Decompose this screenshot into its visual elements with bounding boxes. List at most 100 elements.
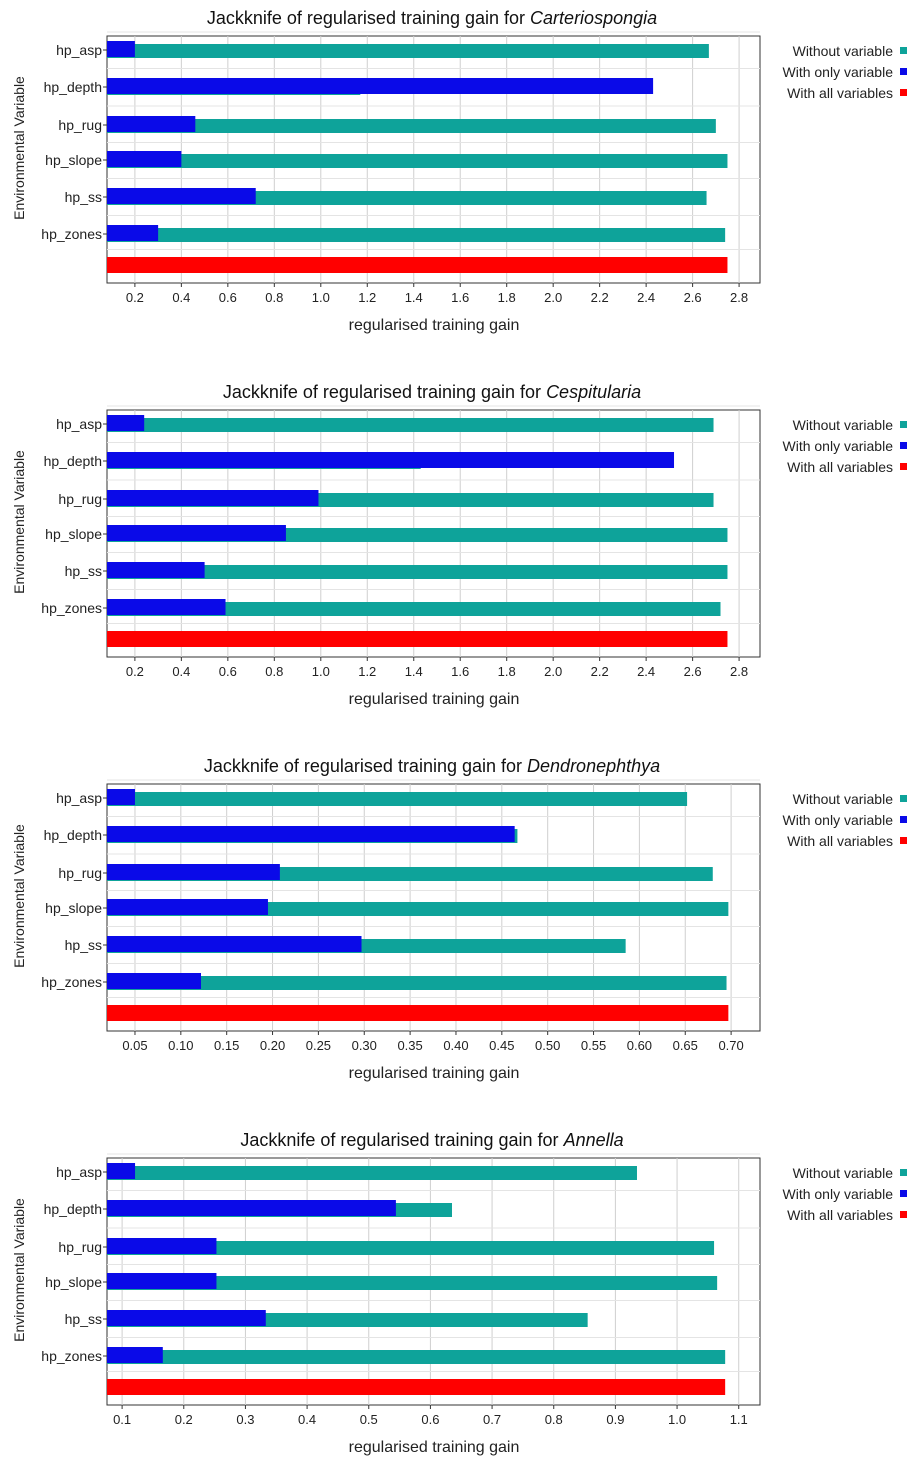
- chart-panel-3: Jackknife of regularised training gain f…: [11, 756, 907, 1082]
- x-tick-label: 0.2: [175, 1412, 193, 1427]
- legend-swatch: [900, 816, 907, 823]
- x-tick-label: 0.5: [360, 1412, 378, 1427]
- bar-only-hp_ss: [107, 188, 256, 204]
- x-tick-label: 0.6: [421, 1412, 439, 1427]
- x-tick-label: 0.25: [306, 1038, 331, 1053]
- bar-only-hp_asp: [107, 415, 145, 431]
- y-category-label: hp_depth: [44, 79, 102, 95]
- y-category-label: hp_depth: [44, 827, 102, 843]
- legend-swatch: [900, 47, 907, 54]
- chart-title-prefix: Jackknife of regularised training gain f…: [204, 756, 527, 776]
- x-tick-label: 2.8: [730, 290, 748, 305]
- x-tick-label: 1.4: [405, 290, 423, 305]
- legend-label: Without variable: [793, 43, 894, 59]
- x-tick-label: 1.0: [312, 664, 330, 679]
- y-category-label: hp_rug: [58, 1239, 102, 1255]
- legend-swatch: [900, 463, 907, 470]
- x-tick-label: 1.6: [451, 290, 469, 305]
- bar-without-hp_rug: [107, 1241, 715, 1255]
- x-tick-label: 0.50: [535, 1038, 560, 1053]
- x-tick-label: 2.4: [637, 290, 655, 305]
- y-axis-label: Environmental Variable: [11, 1198, 27, 1342]
- x-tick-label: 2.8: [730, 664, 748, 679]
- chart-title-species: Carteriospongia: [530, 8, 657, 28]
- y-axis-label: Environmental Variable: [11, 450, 27, 594]
- legend-label: With all variables: [787, 85, 893, 101]
- bar-without-hp_rug: [107, 119, 716, 133]
- x-axis-label: regularised training gain: [349, 691, 520, 708]
- bar-only-hp_asp: [107, 789, 135, 805]
- x-tick-label: 2.0: [544, 290, 562, 305]
- bar-without-hp_ss: [107, 565, 728, 579]
- legend-swatch: [900, 1169, 907, 1176]
- bar-only-hp_slope: [107, 899, 268, 915]
- legend-swatch: [900, 837, 907, 844]
- x-tick-label: 1.2: [358, 664, 376, 679]
- y-category-label: hp_asp: [56, 416, 102, 432]
- bar-all-variables: [107, 1005, 729, 1021]
- x-tick-label: 0.05: [122, 1038, 147, 1053]
- bar-only-hp_rug: [107, 116, 196, 132]
- x-tick-label: 0.40: [443, 1038, 468, 1053]
- y-category-label: hp_rug: [58, 865, 102, 881]
- x-tick-label: 1.4: [405, 664, 423, 679]
- x-tick-label: 0.4: [172, 290, 190, 305]
- bar-only-hp_zones: [107, 973, 202, 989]
- y-category-label: hp_ss: [65, 563, 102, 579]
- bar-only-hp_zones: [107, 225, 159, 241]
- chart-title-species: Dendronephthya: [527, 756, 660, 776]
- x-tick-label: 0.55: [581, 1038, 606, 1053]
- y-category-label: hp_zones: [41, 974, 102, 990]
- y-category-label: hp_zones: [41, 600, 102, 616]
- x-tick-label: 2.2: [591, 290, 609, 305]
- bar-without-hp_zones: [107, 976, 727, 990]
- chart-title: Jackknife of regularised training gain f…: [240, 1130, 623, 1150]
- legend-swatch: [900, 421, 907, 428]
- chart-title-prefix: Jackknife of regularised training gain f…: [240, 1130, 563, 1150]
- y-category-label: hp_ss: [65, 189, 102, 205]
- x-tick-label: 0.2: [126, 290, 144, 305]
- y-category-label: hp_slope: [45, 900, 102, 916]
- legend-label: Without variable: [793, 791, 894, 807]
- bar-without-hp_slope: [107, 154, 728, 168]
- x-tick-label: 0.30: [352, 1038, 377, 1053]
- x-tick-label: 0.10: [168, 1038, 193, 1053]
- y-category-label: hp_depth: [44, 1201, 102, 1217]
- x-tick-label: 2.2: [591, 664, 609, 679]
- legend-swatch: [900, 795, 907, 802]
- bar-only-hp_depth: [107, 452, 675, 468]
- x-axis-label: regularised training gain: [349, 1439, 520, 1456]
- bar-only-hp_slope: [107, 151, 182, 167]
- x-tick-label: 1.6: [451, 664, 469, 679]
- legend-label: Without variable: [793, 417, 894, 433]
- bar-only-hp_ss: [107, 562, 205, 578]
- y-category-label: hp_slope: [45, 526, 102, 542]
- bar-without-hp_ss: [107, 191, 707, 205]
- bar-all-variables: [107, 1379, 726, 1395]
- chart-title: Jackknife of regularised training gain f…: [207, 8, 657, 28]
- bar-only-hp_slope: [107, 1273, 217, 1289]
- y-category-label: hp_zones: [41, 226, 102, 242]
- x-tick-label: 0.8: [265, 664, 283, 679]
- legend-label: With only variable: [783, 1186, 894, 1202]
- chart-title-prefix: Jackknife of regularised training gain f…: [223, 382, 546, 402]
- x-tick-label: 0.70: [718, 1038, 743, 1053]
- legend-swatch: [900, 1211, 907, 1218]
- y-category-label: hp_rug: [58, 117, 102, 133]
- y-axis-label: Environmental Variable: [11, 824, 27, 968]
- x-tick-label: 1.2: [358, 290, 376, 305]
- x-tick-label: 1.8: [498, 290, 516, 305]
- x-tick-label: 0.35: [397, 1038, 422, 1053]
- bar-only-hp_zones: [107, 1347, 163, 1363]
- x-tick-label: 0.6: [219, 664, 237, 679]
- bar-only-hp_depth: [107, 78, 654, 94]
- bar-without-hp_slope: [107, 1276, 718, 1290]
- x-tick-label: 1.0: [312, 290, 330, 305]
- x-tick-label: 0.45: [489, 1038, 514, 1053]
- x-tick-label: 0.20: [260, 1038, 285, 1053]
- bar-only-hp_asp: [107, 1163, 136, 1179]
- bar-only-hp_depth: [107, 1200, 396, 1216]
- x-tick-label: 2.4: [637, 664, 655, 679]
- legend-label: With all variables: [787, 459, 893, 475]
- y-category-label: hp_depth: [44, 453, 102, 469]
